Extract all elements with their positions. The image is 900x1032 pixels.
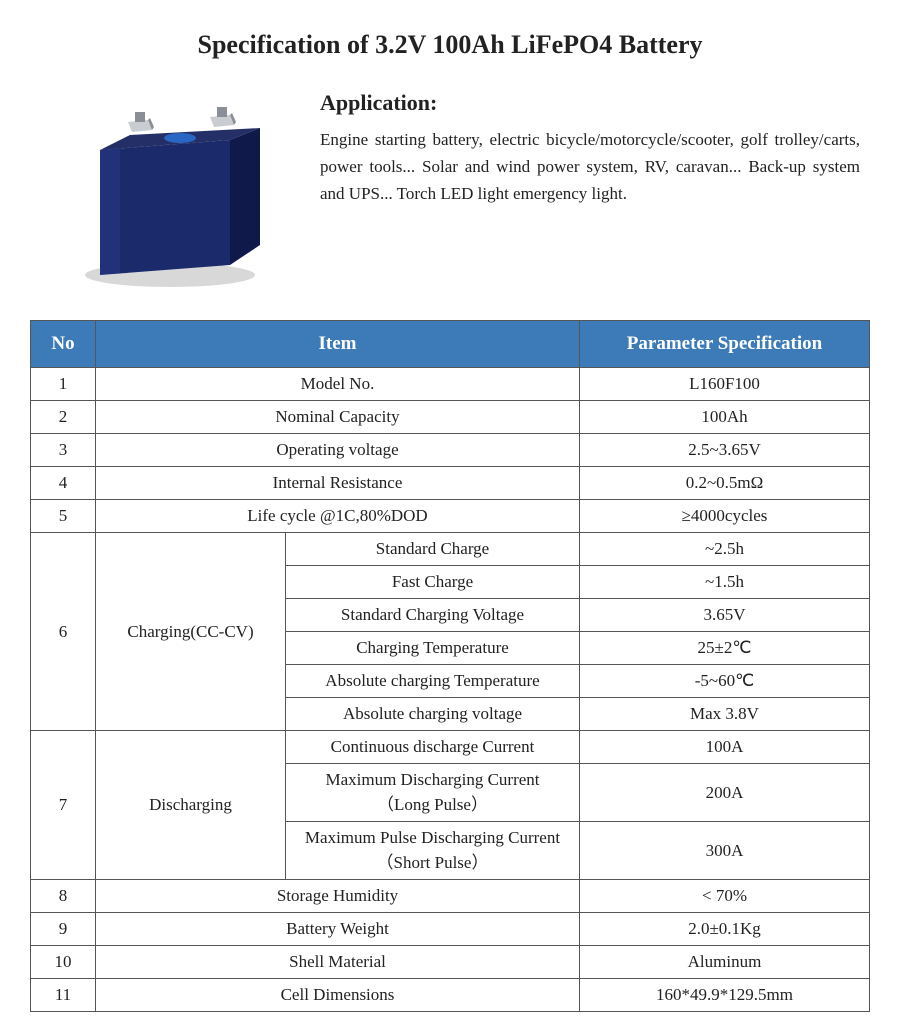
cell-item: Absolute charging voltage [286,698,580,731]
table-row: 4Internal Resistance0.2~0.5mΩ [31,467,870,500]
cell-param: ≥4000cycles [580,500,870,533]
table-row: 2Nominal Capacity100Ah [31,401,870,434]
cell-no: 5 [31,500,96,533]
cell-item: Internal Resistance [96,467,580,500]
cell-item: Model No. [96,368,580,401]
cell-group-label: Discharging [96,731,286,880]
cell-param: Aluminum [580,946,870,979]
cell-item: Nominal Capacity [96,401,580,434]
cell-param: 2.0±0.1Kg [580,913,870,946]
cell-param: 0.2~0.5mΩ [580,467,870,500]
cell-param: 25±2℃ [580,632,870,665]
cell-no: 11 [31,979,96,1012]
page-title: Specification of 3.2V 100Ah LiFePO4 Batt… [30,30,870,60]
cell-item: Standard Charging Voltage [286,599,580,632]
application-text: Engine starting battery, electric bicycl… [320,126,860,208]
cell-item: Maximum Discharging Current （Long Pulse） [286,764,580,822]
cell-item: Shell Material [96,946,580,979]
cell-item: Storage Humidity [96,880,580,913]
table-row: 7DischargingContinuous discharge Current… [31,731,870,764]
cell-param: 160*49.9*129.5mm [580,979,870,1012]
cell-no: 2 [31,401,96,434]
cell-no: 7 [31,731,96,880]
cell-item: Charging Temperature [286,632,580,665]
cell-param: -5~60℃ [580,665,870,698]
cell-no: 1 [31,368,96,401]
cell-param: ~2.5h [580,533,870,566]
cell-no: 4 [31,467,96,500]
table-row: 5Life cycle @1C,80%DOD≥4000cycles [31,500,870,533]
cell-param: L160F100 [580,368,870,401]
table-row: 1Model No.L160F100 [31,368,870,401]
cell-param: 200A [580,764,870,822]
cell-item: Battery Weight [96,913,580,946]
header-item: Item [96,321,580,368]
cell-param: 3.65V [580,599,870,632]
table-header-row: No Item Parameter Specification [31,321,870,368]
battery-image [40,80,290,290]
cell-param: ~1.5h [580,566,870,599]
header-param: Parameter Specification [580,321,870,368]
cell-param: 100Ah [580,401,870,434]
cell-item: Absolute charging Temperature [286,665,580,698]
cell-item: Operating voltage [96,434,580,467]
table-row: 6Charging(CC-CV)Standard Charge~2.5h [31,533,870,566]
cell-item: Life cycle @1C,80%DOD [96,500,580,533]
cell-no: 8 [31,880,96,913]
cell-item: Continuous discharge Current [286,731,580,764]
table-row: 11Cell Dimensions160*49.9*129.5mm [31,979,870,1012]
header-no: No [31,321,96,368]
table-row: 9Battery Weight2.0±0.1Kg [31,913,870,946]
cell-item: Fast Charge [286,566,580,599]
application-heading: Application: [320,90,860,116]
cell-param: 2.5~3.65V [580,434,870,467]
cell-param: 300A [580,822,870,880]
cell-no: 10 [31,946,96,979]
cell-no: 6 [31,533,96,731]
cell-no: 9 [31,913,96,946]
top-section: Application: Engine starting battery, el… [30,80,870,290]
cell-param: Max 3.8V [580,698,870,731]
table-row: 8Storage Humidity< 70% [31,880,870,913]
cell-param: < 70% [580,880,870,913]
cell-param: 100A [580,731,870,764]
application-block: Application: Engine starting battery, el… [320,80,860,290]
table-row: 3Operating voltage2.5~3.65V [31,434,870,467]
cell-no: 3 [31,434,96,467]
spec-table: No Item Parameter Specification 1Model N… [30,320,870,1012]
cell-item: Cell Dimensions [96,979,580,1012]
cell-item: Standard Charge [286,533,580,566]
cell-group-label: Charging(CC-CV) [96,533,286,731]
cell-item: Maximum Pulse Discharging Current （Short… [286,822,580,880]
table-row: 10Shell MaterialAluminum [31,946,870,979]
